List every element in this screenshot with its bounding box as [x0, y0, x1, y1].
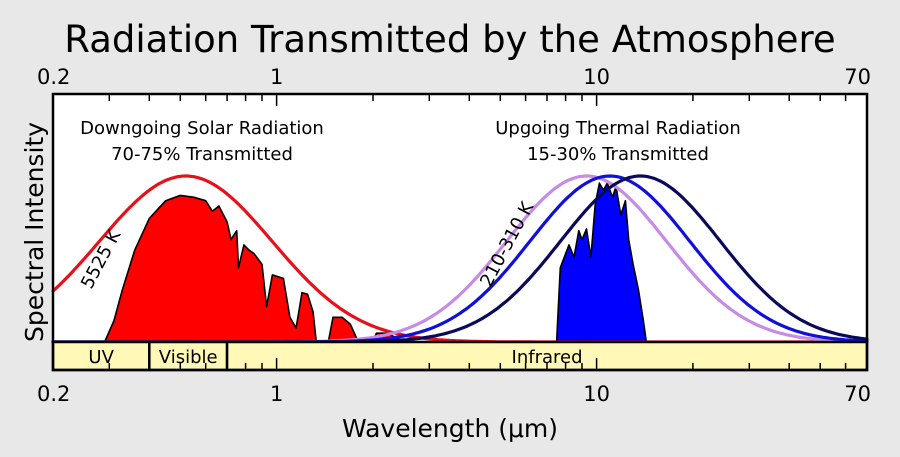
bottom-tick-label: 70 — [844, 382, 871, 406]
solar-percent-annotation: 70-75% Transmitted — [111, 144, 293, 165]
band-label-infrared: Infrared — [512, 347, 583, 368]
transmitted-thermal-area — [555, 182, 648, 343]
bottom-tick-label: 1 — [270, 382, 283, 406]
chart-title: Radiation Transmitted by the Atmosphere — [64, 18, 835, 61]
axis-ticks: 0.2 0.2 1 1 10 10 70 70 — [37, 65, 871, 406]
x-axis-label: Wavelength (μm) — [342, 414, 558, 443]
band-label-uv: UV — [88, 347, 114, 368]
bottom-tick-label: 10 — [583, 382, 610, 406]
transmitted-solar-area — [103, 194, 405, 343]
top-tick-label: 10 — [583, 65, 610, 89]
band-visible — [148, 340, 229, 372]
thermal-percent-annotation: 15-30% Transmitted — [527, 144, 709, 165]
wavelength-bands: UV Visible Infrared — [51, 340, 869, 372]
series-layer — [51, 174, 869, 344]
top-tick-label: 0.2 — [37, 65, 70, 89]
y-axis-label: Spectral Intensity — [20, 122, 49, 342]
solar-title-annotation: Downgoing Solar Radiation — [80, 118, 324, 139]
plot-frame — [51, 92, 869, 372]
top-tick-label: 70 — [844, 65, 871, 89]
band-label-visible: Visible — [159, 347, 218, 368]
thermal-title-annotation: Upgoing Thermal Radiation — [495, 118, 741, 139]
bottom-tick-label: 0.2 — [37, 382, 70, 406]
top-tick-label: 1 — [270, 65, 283, 89]
